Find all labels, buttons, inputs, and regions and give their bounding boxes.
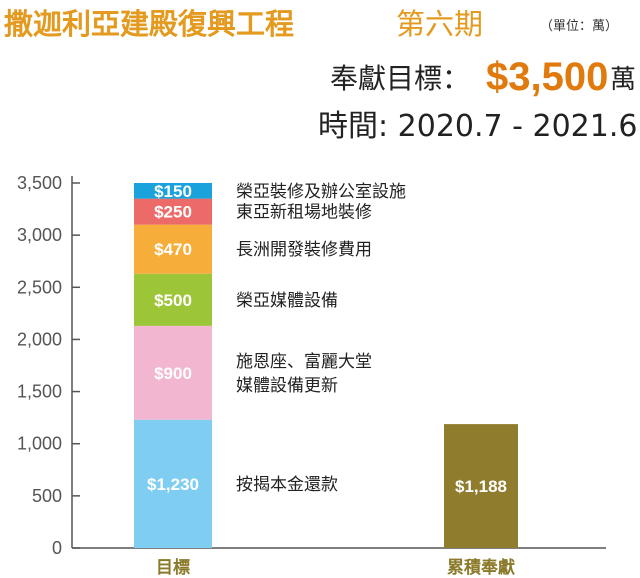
y-tick-label: 0 bbox=[52, 538, 62, 558]
bar-value-label: $1,188 bbox=[455, 477, 507, 496]
segment-annotation: 榮亞裝修及辦公室設施 bbox=[236, 182, 406, 202]
y-tick-label: 2,000 bbox=[17, 329, 62, 349]
goal-unit: 萬 bbox=[610, 65, 636, 95]
y-ticks: 0 500 1,000 1,500 2,000 2,500 3,000 3,500 bbox=[17, 173, 80, 558]
goal-label: 奉獻目標： bbox=[330, 62, 470, 95]
segment-annotation: 媒體設備更新 bbox=[236, 376, 338, 396]
bar-value-label: $250 bbox=[154, 203, 192, 222]
y-tick-label: 1,500 bbox=[17, 382, 62, 402]
segment-annotation: 施恩座、富麗大堂 bbox=[236, 352, 372, 372]
segment-annotation: 按揭本金還款 bbox=[236, 475, 338, 495]
y-tick-label: 500 bbox=[32, 486, 62, 506]
segment-annotation: 東亞新租場地裝修 bbox=[236, 203, 372, 223]
bar-value-label: $500 bbox=[154, 291, 192, 310]
y-tick-label: 3,500 bbox=[17, 173, 62, 193]
category-label: 累積奉獻 bbox=[447, 557, 515, 578]
bar-segment bbox=[134, 183, 212, 199]
category-labels: 目標 累積奉獻 bbox=[156, 557, 515, 578]
period-text: 時間: 2020.7 - 2021.6 bbox=[318, 109, 637, 144]
unit-note: （單位：萬） bbox=[540, 19, 618, 34]
segment-annotation: 長洲開發裝修費用 bbox=[236, 240, 372, 260]
segment-annotation: 榮亞媒體設備 bbox=[236, 291, 338, 311]
y-tick-label: 3,000 bbox=[17, 225, 62, 245]
bar-segment bbox=[134, 273, 212, 326]
y-tick-label: 1,000 bbox=[17, 434, 62, 454]
bar-value-label: $1,230 bbox=[147, 475, 199, 494]
bar-segment bbox=[134, 224, 212, 274]
bar-segment bbox=[444, 424, 518, 548]
bars: $1,230 $900 $500 $470 $250 $150 $1,188 bbox=[134, 182, 518, 548]
phase-title: 第六期 bbox=[396, 7, 483, 41]
bar-segment bbox=[134, 198, 212, 225]
category-label: 目標 bbox=[156, 557, 190, 578]
bar-segment bbox=[134, 325, 212, 420]
bar-value-label: $900 bbox=[154, 364, 192, 383]
y-tick-label: 2,500 bbox=[17, 277, 62, 297]
bar-segment bbox=[134, 419, 212, 548]
goal-amount: $3,500 bbox=[486, 55, 608, 99]
bar-value-label: $150 bbox=[154, 182, 192, 201]
page-title: 撒迦利亞建殿復興工程 bbox=[4, 7, 294, 41]
bar-value-label: $470 bbox=[154, 240, 192, 259]
